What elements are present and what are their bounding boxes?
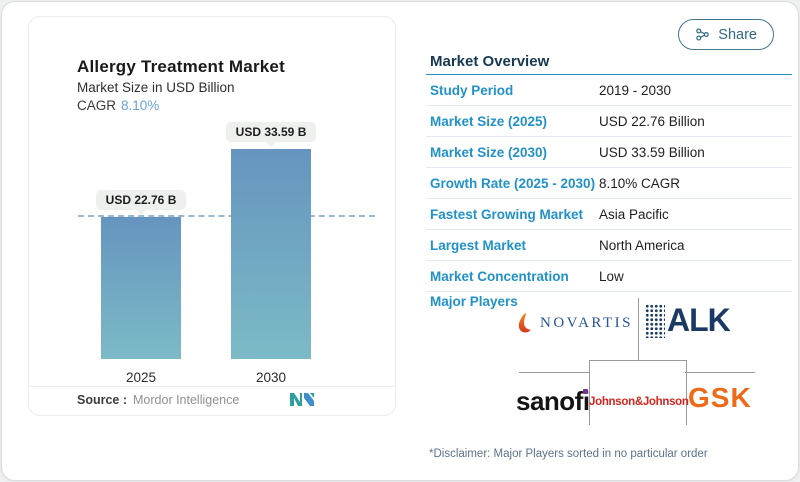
table-row: Largest Market North America <box>426 230 792 261</box>
row-label: Study Period <box>430 82 514 98</box>
table-row: Market Size (2025) USD 22.76 Billion <box>426 106 792 137</box>
alk-logo: ALK <box>645 302 731 339</box>
disclaimer-text: *Disclaimer: Major Players sorted in no … <box>429 448 708 460</box>
row-value: USD 22.76 Billion <box>599 113 705 129</box>
source-value: Mordor Intelligence <box>133 393 240 407</box>
row-label: Largest Market <box>430 237 527 253</box>
share-icon <box>696 28 710 41</box>
row-label: Fastest Growing Market <box>430 206 584 222</box>
sanofi-logo: sanofi <box>516 386 590 416</box>
cagr-value: 8.10% <box>121 98 160 113</box>
gsk-logo: GSK <box>688 382 752 413</box>
source-row: Source : Mordor Intelligence <box>77 393 239 407</box>
chart-subtitle: Market Size in USD Billion <box>77 80 235 95</box>
logo-grid-center-box <box>589 360 687 425</box>
reference-line <box>78 215 375 217</box>
novartis-logo-text: NOVARTIS <box>540 314 634 331</box>
cagr-label: CAGR <box>77 98 117 113</box>
row-label: Market Size (2030) <box>430 144 548 160</box>
major-players-label: Major Players <box>430 294 518 309</box>
novartis-flame-icon <box>518 313 531 333</box>
logo-grid-line-right <box>685 372 755 373</box>
share-button[interactable]: Share <box>678 19 774 50</box>
table-row: Market Size (2030) USD 33.59 Billion <box>426 137 792 168</box>
novartis-logo: NOVARTIS <box>516 312 633 334</box>
x-tick-2030: 2030 <box>255 370 287 385</box>
row-label: Growth Rate (2025 - 2030) <box>430 175 596 191</box>
source-divider <box>29 386 395 387</box>
bar-group-2025: USD 22.76 B <box>95 190 187 359</box>
chart-cagr: CAGR 8.10% <box>77 98 159 113</box>
johnson-and-johnson-logo: Johnson&Johnson <box>589 396 689 408</box>
table-row: Study Period 2019 - 2030 <box>426 75 792 106</box>
alk-logo-text: ALK <box>667 302 731 338</box>
row-value: USD 33.59 Billion <box>599 144 705 160</box>
chart-bar <box>231 149 311 359</box>
chart-bar <box>101 217 181 359</box>
chart-title: Allergy Treatment Market <box>77 57 285 76</box>
row-label: Market Concentration <box>430 268 569 284</box>
row-label: Market Size (2025) <box>430 113 548 129</box>
share-button-label: Share <box>718 26 757 43</box>
alk-dot-pattern-icon <box>645 303 665 338</box>
logo-grid-vertical-divider <box>638 298 639 360</box>
row-value: Low <box>599 268 624 284</box>
overview-table: Study Period 2019 - 2030 Market Size (20… <box>426 74 792 292</box>
bar-value-label-2025: USD 22.76 B <box>95 190 187 210</box>
table-row: Growth Rate (2025 - 2030) 8.10% CAGR <box>426 168 792 199</box>
row-value: Asia Pacific <box>599 206 669 222</box>
overview-heading: Market Overview <box>430 53 550 70</box>
row-value: 8.10% CAGR <box>599 175 681 191</box>
bar-value-label-2030: USD 33.59 B <box>225 122 317 142</box>
bar-group-2030: USD 33.59 B <box>225 122 317 359</box>
market-overview-panel: Market Overview Study Period 2019 - 2030… <box>426 48 792 474</box>
table-row: Fastest Growing Market Asia Pacific <box>426 199 792 230</box>
source-label: Source : <box>77 393 128 407</box>
market-size-chart-panel: Allergy Treatment Market Market Size in … <box>28 16 396 416</box>
row-value: North America <box>599 237 685 253</box>
table-row: Market Concentration Low <box>426 261 792 292</box>
mordor-intelligence-logo-icon <box>290 393 314 406</box>
logo-grid-line-left <box>519 372 589 373</box>
x-tick-2025: 2025 <box>125 370 157 385</box>
row-value: 2019 - 2030 <box>599 82 672 98</box>
